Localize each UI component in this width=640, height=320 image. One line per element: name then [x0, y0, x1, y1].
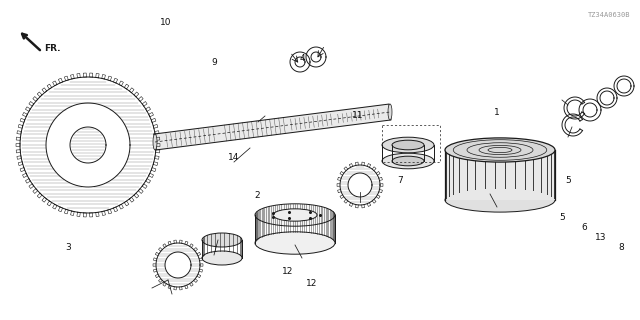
Text: 6: 6 [581, 223, 587, 233]
Ellipse shape [382, 153, 434, 169]
Ellipse shape [388, 104, 392, 120]
Ellipse shape [255, 232, 335, 254]
Text: 3: 3 [65, 244, 71, 252]
Text: 14: 14 [228, 153, 240, 162]
Text: 5: 5 [559, 213, 565, 222]
Text: 7: 7 [397, 175, 403, 185]
Text: 5: 5 [565, 175, 571, 185]
Text: 4: 4 [299, 53, 305, 62]
Text: 1: 1 [494, 108, 500, 116]
Text: 12: 12 [282, 268, 294, 276]
Text: FR.: FR. [44, 44, 61, 52]
Text: 11: 11 [352, 110, 364, 119]
Polygon shape [154, 104, 391, 150]
Ellipse shape [255, 204, 335, 226]
Polygon shape [445, 150, 555, 200]
Ellipse shape [153, 134, 157, 150]
Text: TZ34A0630B: TZ34A0630B [588, 12, 630, 18]
Text: 8: 8 [618, 244, 624, 252]
Text: 13: 13 [595, 234, 607, 243]
Ellipse shape [445, 188, 555, 212]
Text: 10: 10 [160, 18, 172, 27]
Ellipse shape [273, 209, 317, 221]
Text: 2: 2 [254, 191, 260, 201]
Ellipse shape [392, 140, 424, 150]
Text: 12: 12 [307, 278, 317, 287]
Ellipse shape [202, 233, 242, 247]
Ellipse shape [445, 138, 555, 162]
Ellipse shape [392, 156, 424, 166]
Ellipse shape [202, 251, 242, 265]
Ellipse shape [382, 137, 434, 153]
Text: 9: 9 [211, 58, 217, 67]
